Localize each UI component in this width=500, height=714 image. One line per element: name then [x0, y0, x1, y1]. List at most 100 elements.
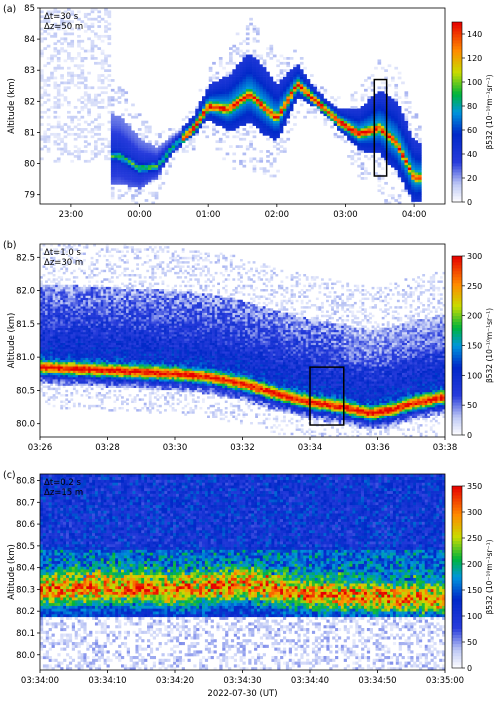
heatmap-cell [118, 340, 122, 343]
heatmap-cell [404, 157, 409, 161]
heatmap-cell [414, 167, 419, 170]
heatmap-cell [70, 359, 74, 363]
heatmap-cell [67, 325, 71, 328]
heatmap-cell [293, 76, 297, 80]
heatmap-cell [108, 323, 112, 326]
heatmap-cell [94, 44, 98, 48]
heatmap-cell [225, 86, 230, 90]
heatmap-cell [256, 66, 260, 70]
heatmap-cell [75, 344, 79, 348]
heatmap-cell [75, 357, 79, 361]
heatmap-cell [67, 312, 71, 316]
heatmap-cell [289, 74, 294, 77]
heatmap-cell [50, 342, 53, 346]
heatmap-cell [57, 353, 61, 356]
heatmap-cell [239, 74, 243, 77]
heatmap-cell [249, 71, 253, 75]
heatmap-cell [40, 293, 43, 296]
heatmap-cell [77, 44, 81, 48]
heatmap-cell [394, 140, 399, 144]
heatmap-cell [128, 314, 132, 318]
heatmap-cell [283, 86, 287, 90]
heatmap-cell [57, 342, 61, 346]
heatmap-cell [272, 86, 277, 90]
heatmap-cell [123, 291, 127, 294]
heatmap-cell [75, 379, 79, 382]
heatmap-cell [117, 142, 122, 146]
heatmap-cell [272, 93, 277, 97]
heatmap-cell [70, 368, 74, 371]
heatmap-cell [391, 140, 395, 144]
heatmap-cell [144, 128, 149, 131]
heatmap-cell [118, 334, 122, 337]
heatmap-cell [85, 368, 89, 371]
heatmap-cell [131, 269, 134, 273]
heatmap-cell [65, 301, 69, 305]
heatmap-cell [62, 370, 66, 373]
heatmap-cell [411, 199, 415, 202]
heatmap-cell [357, 135, 361, 139]
heatmap-cell [134, 172, 139, 175]
heatmap-cell [133, 323, 137, 326]
heatmap-cell [397, 110, 402, 114]
heatmap-cell [252, 98, 257, 102]
heatmap-cell [97, 34, 102, 38]
heatmap-cell [90, 49, 95, 53]
heatmap-cell [47, 379, 51, 382]
heatmap-cell [198, 120, 203, 124]
heatmap-cell [138, 351, 142, 354]
heatmap-cell [73, 115, 78, 119]
heatmap-cell [94, 118, 98, 121]
heatmap-cell [178, 132, 183, 136]
heatmap-cell [245, 79, 250, 82]
heatmap-cell [93, 355, 96, 358]
heatmap-cell [77, 361, 81, 365]
heatmap-cell [225, 115, 230, 119]
heatmap-cell [114, 164, 118, 168]
heatmap-cell [105, 246, 109, 249]
heatmap-cell [121, 93, 125, 97]
heatmap-cell [77, 402, 81, 406]
heatmap-cell [239, 101, 243, 104]
heatmap-cell [151, 152, 156, 156]
heatmap-cell [133, 349, 137, 352]
heatmap-cell [50, 374, 53, 378]
heatmap-cell [337, 118, 341, 121]
heatmap-cell [62, 319, 66, 322]
heatmap-cell [181, 135, 186, 139]
heatmap-cell [266, 96, 270, 99]
heatmap-cell [90, 295, 94, 298]
heatmap-cell [364, 155, 368, 158]
heatmap-cell [85, 346, 89, 350]
heatmap-cell [239, 162, 243, 166]
heatmap-cell [90, 47, 95, 50]
heatmap-cell [114, 169, 118, 173]
heatmap-cell [50, 387, 53, 391]
heatmap-cell [95, 293, 99, 296]
heatmap-cell [313, 86, 318, 90]
heatmap-cell [364, 135, 368, 139]
heatmap-cell [60, 81, 64, 85]
heatmap-cell [47, 336, 51, 339]
heatmap-cell [133, 355, 137, 358]
heatmap-cell [269, 110, 274, 114]
heatmap-cell [114, 115, 118, 119]
heatmap-cell [128, 327, 132, 331]
heatmap-cell [126, 284, 129, 288]
heatmap-cell [252, 103, 257, 107]
heatmap-cell [50, 106, 54, 109]
heatmap-cell [134, 164, 139, 168]
heatmap-cell [374, 106, 378, 109]
heatmap-cell [360, 96, 365, 99]
heatmap-cell [377, 106, 382, 109]
heatmap-cell [232, 101, 237, 104]
heatmap-cell [141, 184, 145, 188]
heatmap-cell [65, 312, 69, 316]
heatmap-cell [83, 93, 88, 97]
heatmap-cell [245, 25, 250, 28]
heatmap-cell [262, 71, 267, 75]
heatmap-cell [62, 349, 66, 352]
heatmap-cell [171, 157, 176, 161]
heatmap-cell [397, 132, 402, 136]
heatmap-cell [121, 376, 124, 380]
